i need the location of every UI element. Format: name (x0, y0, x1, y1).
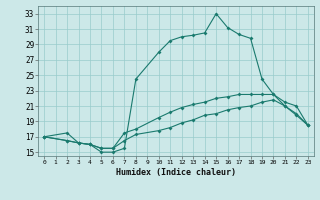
X-axis label: Humidex (Indice chaleur): Humidex (Indice chaleur) (116, 168, 236, 177)
